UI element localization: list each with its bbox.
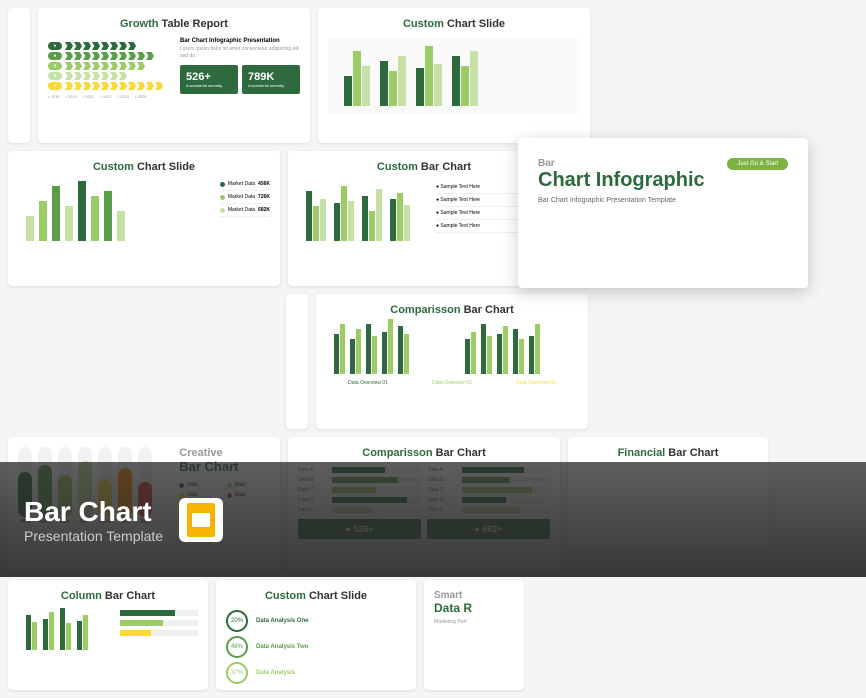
- google-slides-icon: [179, 498, 223, 542]
- items: 20%Data Analysis One48%Data Analysis Two…: [226, 610, 406, 684]
- slide-custom-chart-2: Custom Chart Slide Market Data456KMarket…: [8, 151, 280, 286]
- bars: [298, 181, 428, 241]
- info-title: Bar Chart Infographic Presentation: [180, 38, 300, 44]
- info-text: Lorem ipsum dolor sit amet consectetur a…: [180, 46, 300, 59]
- slide-growth: Growth Table Report ●●●●● • 2019• 2020• …: [38, 8, 310, 143]
- sub: Marketing Perf: [434, 619, 514, 625]
- title: Column Bar Chart: [18, 590, 198, 602]
- years: • 2019• 2020• 2021• 2022• 2023• 2024: [48, 94, 300, 99]
- stat-box-2: 789KA wonderful serenity.: [242, 65, 300, 94]
- title-b: Data R: [434, 601, 514, 615]
- info-panel: Bar Chart Infographic Presentation Lorem…: [180, 38, 300, 94]
- hero-title: Chart Infographic: [538, 169, 788, 191]
- bars: [18, 181, 212, 241]
- title: Custom Chart Slide: [226, 590, 406, 602]
- notes: Data Overview 01 Data Overview 02 Data O…: [326, 380, 578, 386]
- stat-box-1: 526+A wonderful serenity.: [180, 65, 238, 94]
- overlay-title: Bar Chart: [24, 496, 163, 528]
- hero-slide: Just Go & Start Bar Chart Infographic Ba…: [518, 138, 808, 288]
- hero-spacer: [8, 294, 278, 429]
- bars: [18, 610, 112, 650]
- slide-grid: Growth Table Report ●●●●● • 2019• 2020• …: [0, 0, 866, 698]
- title-a: Creative: [179, 447, 270, 459]
- slide-smart: Smart Data R Marketing Perf: [424, 580, 524, 690]
- slide-custom-chart-1: Custom Chart Slide: [318, 8, 590, 143]
- title-a: Smart: [434, 590, 514, 601]
- hero-sub: Bar Chart Infographic Presentation Templ…: [538, 197, 788, 204]
- overlay-sub: Presentation Template: [24, 528, 163, 544]
- legend: Market Data456KMarket Data726KMarket Dat…: [220, 181, 270, 241]
- edge-slide-right-1: [286, 294, 308, 429]
- title: Financial Bar Chart: [578, 447, 758, 459]
- slide-column-2: Column Bar Chart: [8, 580, 208, 690]
- title: Custom Chart Slide: [328, 18, 580, 30]
- hbars: [120, 610, 198, 650]
- title: Comparisson Bar Chart: [326, 304, 578, 316]
- title: Growth Table Report: [48, 18, 300, 30]
- product-overlay: Bar Chart Presentation Template: [0, 462, 866, 577]
- slide-comparison-1: Comparisson Bar Chart Data Overview 01 D…: [316, 294, 588, 429]
- title: Comparisson Bar Chart: [298, 447, 550, 459]
- slide-custom-3: Custom Chart Slide 20%Data Analysis One4…: [216, 580, 416, 690]
- hero-button[interactable]: Just Go & Start: [727, 158, 788, 170]
- title: Custom Chart Slide: [18, 161, 270, 173]
- edge-slide-left: [8, 8, 30, 143]
- bars-right: [457, 324, 578, 374]
- bars-left: [326, 324, 447, 374]
- title: Custom Bar Chart: [298, 161, 550, 173]
- bars: [336, 46, 572, 106]
